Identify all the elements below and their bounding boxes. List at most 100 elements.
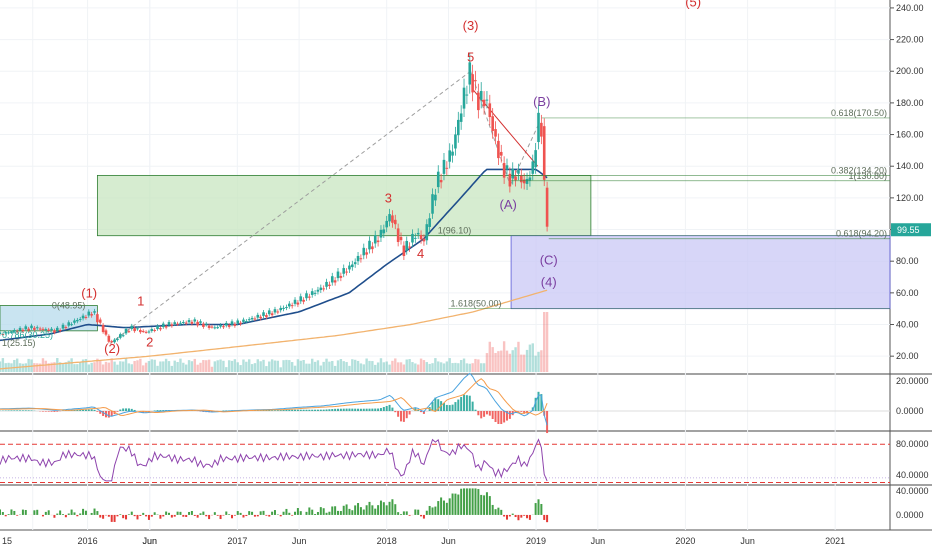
candle-body (145, 332, 148, 333)
candle-body (500, 152, 503, 156)
candle-body (93, 311, 96, 312)
volume-bar (494, 353, 496, 372)
candle-body (156, 326, 159, 329)
volume-bar (288, 360, 290, 372)
macd-line (0, 373, 547, 425)
oscillator-bar (231, 515, 233, 518)
oscillator-bar (540, 504, 542, 515)
macd-histogram-bar (108, 411, 110, 418)
blue-zone (511, 236, 890, 309)
volume-bar (0, 361, 1, 372)
volume-bar (540, 350, 542, 372)
macd-histogram-bar (503, 411, 505, 422)
oscillator-bar (538, 499, 540, 515)
macd-histogram-bar (274, 410, 276, 411)
volume-bar (237, 362, 239, 372)
candle-body (99, 320, 102, 323)
candle-body (162, 324, 165, 327)
macd-histogram-bar (489, 411, 491, 416)
oscillator-bar (348, 509, 350, 515)
oscillator-bar (116, 515, 118, 516)
wave-label: (3) (463, 18, 479, 33)
volume-bar (380, 358, 382, 372)
rsi-tick-label: 80.0000 (896, 439, 929, 449)
volume-bar (374, 365, 376, 372)
candle-body (128, 331, 131, 332)
candle-body (474, 80, 477, 81)
candle-body (457, 120, 460, 135)
oscillator-bar (503, 515, 505, 517)
macd-histogram-bar (495, 411, 497, 422)
oscillator-bar (506, 515, 508, 520)
volume-bar (234, 359, 236, 372)
macd-histogram-bar (25, 410, 27, 411)
volume-bar (5, 363, 7, 372)
volume-bar (523, 355, 525, 372)
wave-label: (A) (500, 197, 517, 212)
volume-bar (534, 356, 536, 372)
candle-body (400, 237, 403, 240)
volume-bar (216, 360, 218, 372)
oscillator-bar (423, 515, 425, 519)
volume-bar (391, 361, 393, 372)
candle-body (511, 169, 514, 178)
volume-bar (300, 361, 302, 372)
candle-body (494, 129, 497, 137)
oscillator-bar (25, 510, 27, 515)
price-tick-label: 80.00 (896, 256, 919, 266)
macd-histogram-bar (472, 402, 474, 411)
volume-bar (486, 353, 488, 372)
macd-histogram-bar (371, 409, 373, 411)
oscillator-bar (520, 515, 522, 518)
volume-bar (88, 364, 90, 372)
volume-bar (254, 363, 256, 372)
candle-body (537, 113, 540, 142)
candle-body (214, 327, 217, 328)
macd-histogram-bar (460, 397, 462, 411)
volume-bar (331, 361, 333, 372)
volume-bar (377, 362, 379, 372)
macd-histogram-bar (277, 410, 279, 411)
candle-body (503, 163, 506, 178)
macd-histogram-bar (474, 410, 476, 411)
macd-histogram-bar (406, 411, 408, 418)
volume-bar (383, 362, 385, 372)
candle-body (328, 285, 331, 286)
candle-body (420, 235, 423, 239)
volume-bar (128, 363, 130, 372)
candle-body (176, 324, 179, 325)
oscillator-bar (343, 506, 345, 515)
volume-bar (491, 347, 493, 372)
volume-bar (165, 359, 167, 372)
volume-bar (294, 366, 296, 372)
candle-body (354, 262, 357, 264)
volume-bar (45, 361, 47, 372)
candle-body (299, 296, 302, 301)
volume-bar (136, 360, 138, 372)
candle-body (434, 195, 437, 201)
macd-histogram-bar (377, 409, 379, 411)
volume-bar (500, 351, 502, 372)
candle-body (59, 330, 62, 331)
candle-body (440, 180, 443, 182)
candle-body (271, 313, 274, 315)
candle-body (62, 325, 65, 329)
oscillator-bar (96, 511, 98, 515)
oscillator-bar (122, 515, 124, 518)
oscillator-bar (417, 510, 419, 515)
wave-label: 1 (137, 294, 144, 309)
macd-histogram-bar (389, 405, 391, 411)
oscillator-bar (237, 511, 239, 515)
oscillator-bar (305, 512, 307, 515)
oscillator-bar (85, 511, 87, 515)
volume-bar (477, 359, 479, 372)
candle-body (56, 328, 59, 331)
oscillator-bar (168, 513, 170, 515)
volume-bar (365, 358, 367, 372)
fib-level-label: 0.618(170.50) (831, 108, 887, 118)
volume-bar (517, 342, 519, 372)
macd-histogram-bar (466, 395, 468, 411)
oscillator-bar (486, 492, 488, 515)
